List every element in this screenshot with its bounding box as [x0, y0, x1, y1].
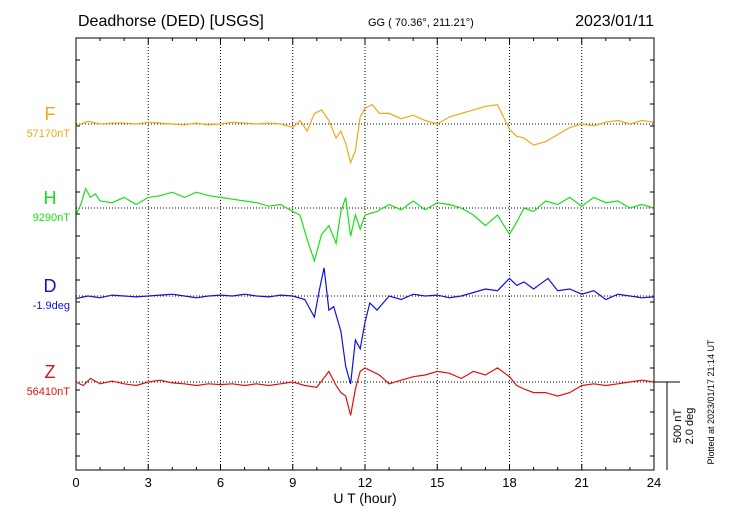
x-tick-label: 6 [217, 475, 224, 490]
x-tick-label: 3 [145, 475, 152, 490]
series-letter-d: D [44, 276, 57, 296]
axis-ticks: 0 3 6 9 12 15 18 21 24 [72, 38, 661, 490]
x-tick-label: 12 [358, 475, 372, 490]
series-letter-f: F [45, 104, 56, 124]
series-labels: F 57170nT H 9290nT D -1.9deg Z 56410nT [27, 104, 71, 398]
x-axis-label: U T (hour) [333, 490, 396, 506]
series-lines [75, 103, 655, 416]
plotted-timestamp: Plotted at 2023/01/17 21:14 UT [706, 339, 716, 465]
plot-frame [75, 37, 655, 471]
series-line-z [75, 367, 655, 416]
x-tick-label: 9 [289, 475, 296, 490]
series-line-d [75, 267, 655, 385]
x-tick-label: 18 [502, 475, 516, 490]
scale-bar-deg: 2.0 deg [684, 408, 696, 445]
x-tick-label: 15 [430, 475, 444, 490]
scale-bar-nt: 500 nT [672, 409, 684, 444]
series-baseline-h: 9290nT [33, 212, 71, 224]
grid [76, 38, 654, 470]
station-coords: GG ( 70.36°, 211.21°) [368, 17, 474, 29]
series-baseline-d: -1.9deg [33, 300, 70, 312]
series-baseline-f: 57170nT [27, 128, 71, 140]
series-letter-h: H [44, 188, 57, 208]
x-tick-label: 0 [72, 475, 79, 490]
series-letter-z: Z [45, 362, 56, 382]
series-line-f [75, 103, 655, 165]
x-tick-label: 24 [647, 475, 661, 490]
station-title: Deadhorse (DED) [USGS] [78, 13, 264, 30]
scale-bar: 500 nT 2.0 deg [654, 381, 696, 470]
series-line-h [75, 187, 655, 263]
x-tick-label: 21 [575, 475, 589, 490]
plot-date: 2023/01/11 [575, 13, 654, 30]
series-baseline-z: 56410nT [27, 386, 71, 398]
